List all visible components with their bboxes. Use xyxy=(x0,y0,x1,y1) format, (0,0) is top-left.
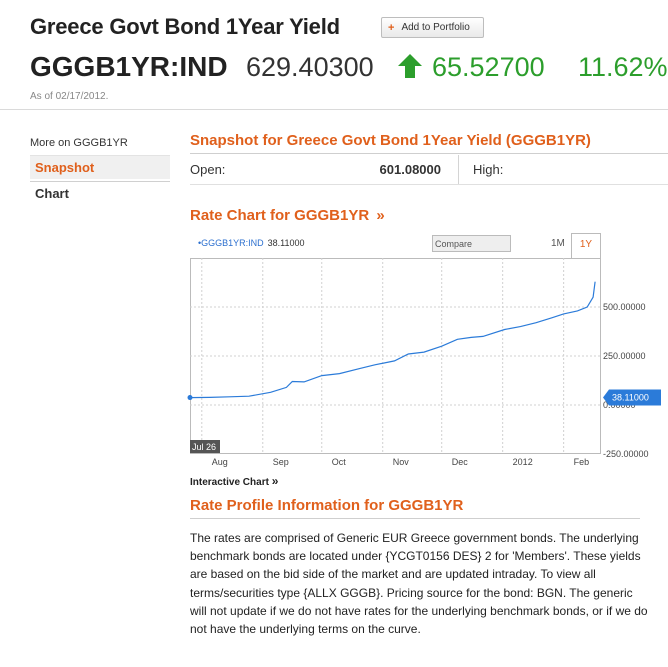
open-label: Open: xyxy=(190,162,226,177)
snapshot-divider xyxy=(190,153,668,154)
page-title: Greece Govt Bond 1Year Yield xyxy=(30,14,340,39)
arrow-up-icon xyxy=(398,54,422,78)
y-tick-label: -250.00000 xyxy=(603,449,649,459)
change-value: 65.52700 xyxy=(432,52,545,82)
sidebar-item-snapshot[interactable]: Snapshot xyxy=(30,155,170,179)
high-label: High: xyxy=(473,162,504,177)
sidebar-heading: More on GGGB1YR xyxy=(30,137,128,149)
profile-description: The rates are comprised of Generic EUR G… xyxy=(190,531,648,637)
x-tick-label: 2012 xyxy=(513,457,533,467)
plus-icon: + xyxy=(388,21,395,34)
as-of-date: As of 02/17/2012. xyxy=(30,91,109,102)
legend-item[interactable]: •GGGB1YR:IND 38.11000 xyxy=(198,238,305,248)
legend-series-value: 38.11000 xyxy=(267,238,305,248)
series-line xyxy=(189,281,596,399)
rate-chart-title[interactable]: Rate Chart for GGGB1YR » xyxy=(190,207,385,224)
x-tick-label: Aug xyxy=(212,457,228,467)
snapshot-row: Open: 601.08000 High: xyxy=(190,155,668,185)
change-percent: 11.62% xyxy=(578,52,668,82)
profile-divider xyxy=(190,518,640,519)
chart-svg: 500.00000250.000000.00000-250.00000AugSe… xyxy=(187,258,661,467)
interactive-chart-link[interactable]: Interactive Chart » xyxy=(190,474,278,488)
open-value: 601.08000 xyxy=(379,162,441,177)
range-1y-button[interactable]: 1Y xyxy=(571,233,601,258)
chart-legend-bar: •GGGB1YR:IND 38.11000 Compare 1M 1Y xyxy=(190,232,601,258)
last-value-callout xyxy=(603,389,661,406)
add-to-portfolio-label: Add to Portfolio xyxy=(401,22,470,33)
compare-input[interactable]: Compare xyxy=(432,235,511,252)
x-tick-label: Dec xyxy=(452,457,469,467)
profile-title: Rate Profile Information for GGGB1YR xyxy=(190,497,464,514)
range-1m-button[interactable]: 1M xyxy=(551,238,565,249)
column-separator xyxy=(458,155,459,184)
add-to-portfolio-button[interactable]: + Add to Portfolio xyxy=(381,17,484,38)
interactive-chart-label: Interactive Chart xyxy=(190,477,269,488)
y-tick-label: 250.00000 xyxy=(603,351,646,361)
start-label: Jul 26 xyxy=(192,442,216,452)
double-chevron-right-icon: » xyxy=(271,474,279,488)
price-value: 629.40300 xyxy=(246,52,374,82)
legend-dot-icon: • xyxy=(198,238,202,248)
snapshot-title: Snapshot for Greece Govt Bond 1Year Yiel… xyxy=(190,132,591,149)
last-value-label: 38.11000 xyxy=(612,393,649,403)
y-tick-label: 500.00000 xyxy=(603,302,646,312)
x-tick-label: Nov xyxy=(393,457,410,467)
x-tick-label: Sep xyxy=(273,457,289,467)
double-chevron-right-icon: » xyxy=(376,207,385,224)
legend-series-name: GGGB1YR:IND xyxy=(201,238,264,248)
header-divider xyxy=(0,109,668,110)
sidebar-item-chart[interactable]: Chart xyxy=(30,181,170,205)
x-tick-label: Oct xyxy=(332,457,347,467)
x-tick-label: Feb xyxy=(574,457,590,467)
rate-chart-title-text: Rate Chart for GGGB1YR xyxy=(190,207,370,224)
title-row: Greece Govt Bond 1Year Yield xyxy=(30,12,340,42)
quote-row: GGGB1YR:IND 629.40300 65.52700 11.62% xyxy=(30,50,668,84)
rate-chart: •GGGB1YR:IND 38.11000 Compare 1M 1Y 500.0… xyxy=(187,232,661,467)
sidebar: More on GGGB1YR Snapshot Chart xyxy=(30,137,170,205)
ticker-symbol: GGGB1YR:IND xyxy=(30,51,228,82)
start-label-box xyxy=(190,440,220,453)
series-start-point xyxy=(187,395,193,401)
